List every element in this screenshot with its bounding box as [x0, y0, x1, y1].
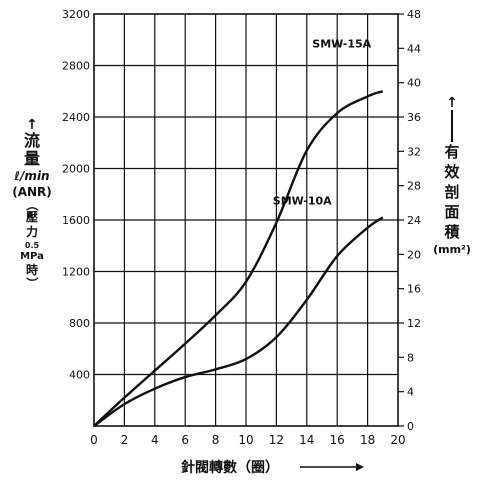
y2-tick-label: 36 [407, 111, 421, 124]
left-label-unit-anr: (ANR) [12, 185, 52, 199]
series-label-smw-15a: SMW-15A [312, 37, 371, 50]
x-tick-label: 6 [181, 433, 189, 447]
y2-tick-label: 12 [407, 317, 421, 330]
y2-tick-label: 4 [407, 386, 414, 399]
right-axis-label: ↑ 有 效 剖 面 積 (mm²) [432, 96, 472, 258]
left-label-cond-3: 時 [25, 263, 38, 277]
y-tick-label: 400 [69, 369, 90, 382]
y-tick-label: 2000 [62, 163, 90, 176]
x-tick-label: 12 [269, 433, 284, 447]
y-tick-label: 2800 [62, 60, 90, 73]
x-tick-label: 16 [330, 433, 345, 447]
x-axis-label: 針閥轉數（圈） [181, 459, 279, 476]
right-label-unit: (mm²) [433, 243, 471, 256]
left-label-pressure-unit: MPa [20, 251, 44, 262]
left-label-cond-2: 力 [25, 225, 38, 239]
right-label-char-5: 積 [444, 223, 460, 241]
left-label-cond-1: 壓 [25, 210, 38, 224]
y-tick-label: 3200 [62, 8, 90, 21]
y2-tick-label: 44 [407, 42, 421, 55]
left-axis-label: ↑ 流 量 ℓ/min (ANR) （ 壓 力 0.5 MPa 時 ） [2, 117, 62, 289]
y-tick-label: 1200 [62, 266, 90, 279]
y2-tick-label: 8 [407, 351, 414, 364]
y-tick-label: 2400 [62, 111, 90, 124]
left-label-paren-close: ） [25, 276, 39, 289]
x-tick-label: 14 [299, 433, 314, 447]
arrow-shaft-right [451, 110, 453, 142]
y2-tick-label: 20 [407, 248, 421, 261]
x-tick-label: 0 [90, 433, 98, 447]
left-label-char-2: 量 [23, 149, 40, 168]
left-label-unit: ℓ/min [14, 169, 50, 183]
y2-tick-label: 16 [407, 283, 421, 296]
x-tick-label: 8 [212, 433, 220, 447]
right-label-char-1: 有 [444, 143, 460, 161]
y2-tick-label: 24 [407, 214, 421, 227]
series-line-smw-15a [93, 90, 384, 427]
x-tick-label: 10 [238, 433, 253, 447]
arrow-up-icon-right: ↑ [446, 95, 458, 111]
series-label-smw-10a: SMW-10A [273, 195, 332, 208]
x-tick-label: 4 [151, 433, 159, 447]
x-tick-label: 2 [121, 433, 129, 447]
y2-tick-label: 48 [407, 8, 421, 21]
y2-tick-label: 32 [407, 145, 421, 158]
y2-tick-label: 28 [407, 180, 421, 193]
left-label-char-1: 流 [23, 131, 40, 150]
y-tick-label: 800 [69, 317, 90, 330]
left-label-pressure-value: 0.5 [24, 241, 40, 250]
right-label-char-3: 剖 [444, 183, 460, 201]
series-line-smw-10a [93, 216, 384, 427]
x-axis-arrow-icon [356, 463, 364, 471]
x-tick-label: 20 [390, 433, 405, 447]
right-label-char-2: 效 [444, 163, 460, 181]
right-label-char-4: 面 [444, 203, 460, 221]
x-tick-label: 18 [360, 433, 375, 447]
left-label-paren-open: （ [25, 198, 39, 211]
y-tick-label: 1600 [62, 214, 90, 227]
y2-tick-label: 0 [407, 420, 414, 433]
y2-tick-label: 40 [407, 77, 421, 90]
arrow-up-icon: ↑ [26, 117, 38, 133]
